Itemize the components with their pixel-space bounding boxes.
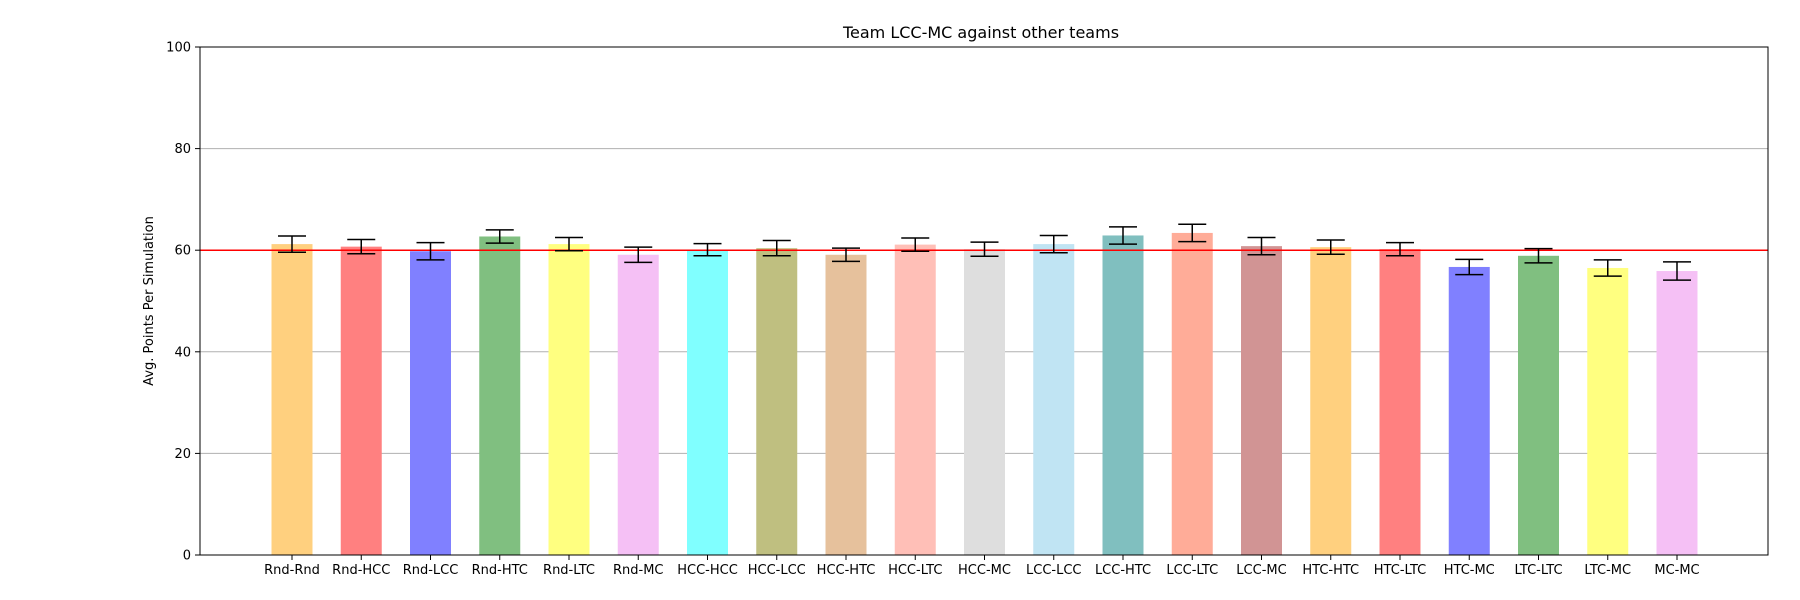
bar — [825, 254, 867, 555]
x-tick-label: HCC-HTC — [817, 563, 876, 578]
x-tick-label: LCC-HTC — [1095, 563, 1151, 578]
y-axis-label: Avg. Points Per Simulation — [142, 216, 157, 386]
y-tick-label: 100 — [166, 41, 191, 56]
error-bar — [693, 242, 722, 257]
x-axis-ticks: Rnd-Rnd Rnd-HCC Rnd-LCC Rnd-HTC Rnd-LTC Rnd-M… — [264, 555, 1700, 578]
x-tick-label: HCC-HCC — [677, 563, 738, 578]
x-tick-label: HCC-LCC — [748, 563, 806, 578]
x-tick-label: Rnd-LTC — [543, 563, 595, 578]
x-tick-label: Rnd-LCC — [403, 563, 459, 578]
bar — [1587, 267, 1629, 555]
chart-title: Team LCC-MC against other teams — [842, 23, 1119, 42]
bar — [894, 244, 936, 555]
error-bar — [485, 229, 514, 244]
x-tick-label: HTC-MC — [1444, 563, 1495, 578]
error-bar — [278, 235, 306, 253]
bar — [1379, 249, 1421, 555]
x-tick-label: HTC-HTC — [1302, 563, 1359, 578]
error-bar — [1109, 226, 1137, 245]
x-tick-label: Rnd-Rnd — [264, 563, 320, 578]
bar — [617, 254, 659, 555]
y-tick-label: 80 — [174, 142, 191, 157]
bar — [1448, 266, 1490, 555]
bar — [1310, 247, 1352, 556]
bar — [756, 248, 798, 555]
bar — [1102, 235, 1144, 555]
x-tick-label: HTC-LTC — [1374, 563, 1426, 578]
bar — [1033, 244, 1075, 555]
bar — [340, 246, 382, 556]
error-bar — [762, 239, 791, 257]
error-bar — [1593, 259, 1622, 277]
y-tick-label: 20 — [174, 447, 191, 462]
bar — [1171, 232, 1213, 556]
bar — [964, 249, 1005, 555]
error-bar — [624, 246, 653, 264]
error-bar — [1247, 236, 1276, 256]
error-bar — [1178, 223, 1207, 243]
bars — [271, 232, 1698, 556]
x-tick-label: Rnd-HCC — [332, 563, 390, 578]
error-bar — [416, 241, 445, 261]
bar — [271, 244, 313, 555]
y-tick-label: 40 — [174, 345, 191, 360]
error-bar — [1316, 239, 1345, 256]
error-bar — [1039, 234, 1068, 254]
bar — [1656, 271, 1698, 555]
bar — [410, 251, 451, 555]
error-bar — [347, 238, 376, 255]
error-bar — [1455, 258, 1484, 276]
error-bar — [832, 247, 860, 263]
x-tick-label: LTC-LTC — [1514, 563, 1562, 578]
x-tick-label: MC-MC — [1654, 563, 1699, 578]
x-tick-label: LCC-LTC — [1166, 563, 1218, 578]
error-bar — [1663, 261, 1691, 281]
error-bar — [555, 236, 583, 252]
error-bar — [970, 241, 999, 258]
x-tick-label: LCC-MC — [1236, 563, 1286, 578]
bar — [479, 236, 521, 555]
x-tick-label: HCC-LTC — [888, 563, 942, 578]
x-tick-label: LTC-MC — [1584, 563, 1631, 578]
x-tick-label: Rnd-HTC — [472, 563, 528, 578]
bar — [1518, 255, 1559, 555]
error-bar — [901, 237, 930, 252]
error-bars — [278, 223, 1691, 281]
y-tick-label: 60 — [174, 244, 191, 259]
bar — [1241, 246, 1282, 556]
error-bar — [1524, 247, 1553, 264]
y-tick-label: 0 — [183, 549, 191, 564]
x-tick-label: LCC-LCC — [1026, 563, 1082, 578]
bar — [687, 249, 728, 555]
error-bar — [1386, 241, 1414, 257]
y-axis-ticks: 0 20 40 60 80 100 — [166, 41, 200, 564]
bar — [548, 244, 590, 555]
x-tick-label: HCC-MC — [958, 563, 1011, 578]
x-tick-label: Rnd-MC — [613, 563, 664, 578]
